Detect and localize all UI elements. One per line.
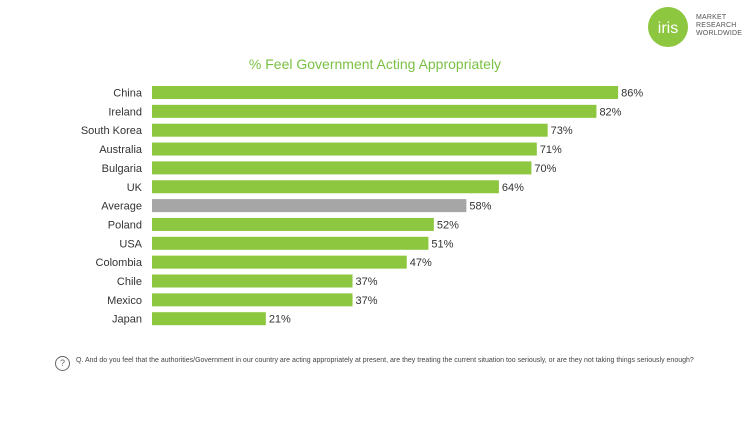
bar [152,180,499,194]
category-label: Australia [99,144,143,156]
value-label: 58% [469,201,491,213]
bar [152,161,532,175]
logo-wordmark: iris [658,20,678,37]
category-label: USA [119,238,142,250]
question-circle-icon: ? [55,356,70,371]
value-label: 86% [621,88,643,100]
value-label: 47% [410,257,432,269]
value-label: 37% [356,295,378,307]
chart-title: % Feel Government Acting Appropriately [248,56,502,72]
bar [152,236,429,250]
value-label: 71% [540,144,562,156]
logo-line-1: MARKET [696,14,727,21]
iris-logo: iris MARKET RESEARCH WORLDWIDE [644,6,744,48]
value-label: 70% [534,163,556,175]
question-text: Q. And do you feel that the authorities/… [76,357,694,364]
category-label: Japan [112,314,142,326]
category-label: Chile [117,276,142,288]
bar [152,312,266,326]
logo-line-2: RESEARCH [696,22,737,29]
logo-line-3: WORLDWIDE [696,30,743,37]
bar [152,123,548,137]
bar [152,255,407,269]
value-label: 82% [599,106,621,118]
category-label: Mexico [107,295,142,307]
value-label: 21% [269,314,291,326]
logo-tagline: MARKET RESEARCH WORLDWIDE [696,14,742,38]
bar [152,104,597,118]
category-label: Colombia [96,257,143,269]
category-label: Poland [108,219,142,231]
value-label: 52% [437,219,459,231]
category-label: UK [127,182,143,194]
value-label: 73% [551,125,573,137]
bar [152,142,537,156]
bar [152,86,619,99]
category-label: Average [101,201,142,213]
bar [152,274,353,288]
bar [152,199,467,213]
category-label: Bulgaria [102,163,143,175]
bars-group: China 86% Ireland 82% South Korea 73% Australi… [81,86,643,326]
category-label: China [113,88,143,100]
value-label: 64% [502,182,524,194]
bar [152,217,434,231]
category-label: Ireland [108,106,142,118]
value-label: 37% [356,276,378,288]
bar [152,293,353,307]
value-label: 51% [431,238,453,250]
logo-mark-icon: iris [648,7,688,47]
category-label: South Korea [81,125,143,137]
